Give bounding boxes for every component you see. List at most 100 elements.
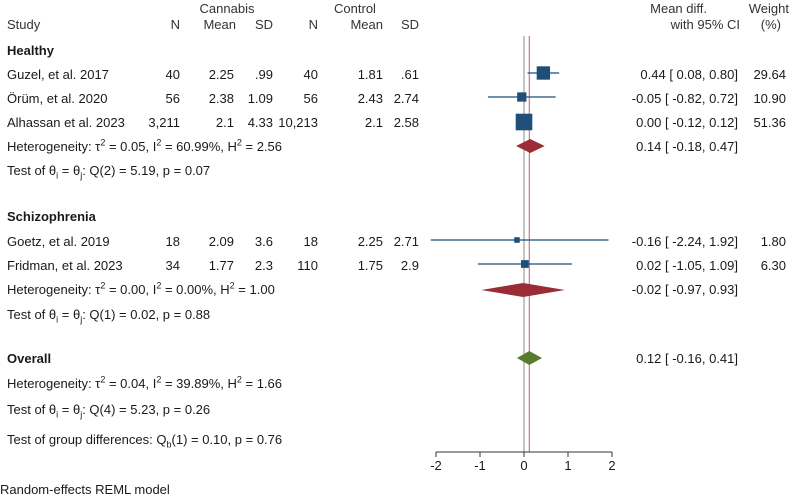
effect-ci: 0.44 [ 0.08, 0.80]	[640, 67, 738, 82]
control-n: 18	[303, 234, 318, 249]
tau2-value: 0.04	[120, 376, 146, 391]
test-p: 0.88	[184, 307, 211, 322]
footer-note: Random-effects REML model	[0, 482, 170, 497]
test-df: 2	[103, 163, 112, 178]
test-q: 0.02	[130, 307, 156, 322]
h2-value: 2.56	[256, 139, 283, 154]
group-test: Test of θi = θj: Q(1) = 0.02, p = 0.88	[7, 307, 211, 325]
x-tick-label: 2	[608, 458, 615, 473]
test-q: 5.23	[130, 402, 156, 417]
header-sd1: SD	[254, 17, 273, 32]
study-marker	[520, 260, 529, 268]
cannabis-n: 56	[165, 91, 180, 106]
study-name: Fridman, et al. 2023	[7, 258, 123, 273]
study-marker	[517, 92, 527, 102]
subgroup-diamond-schizophrenia	[481, 283, 565, 297]
overall-heterogeneity: Heterogeneity: τ2 = 0.04, I2 = 39.89%, H…	[7, 374, 283, 391]
h2-value: 1.00	[249, 282, 275, 297]
group-difference-test: Test of group differences: Qb(1) = 0.10,…	[7, 432, 283, 450]
cannabis-sd: .99	[254, 67, 273, 82]
i2-value: 60.99%	[176, 139, 221, 154]
header-study: Study	[7, 17, 41, 32]
group-test: Test of θi = θj: Q(2) = 5.19, p = 0.07	[7, 163, 211, 181]
cannabis-sd: 3.6	[254, 234, 273, 249]
control-n: 110	[297, 258, 318, 273]
overall-test: Test of θi = θj: Q(4) = 5.23, p = 0.26	[7, 402, 211, 420]
overall-label: Overall	[7, 351, 52, 366]
control-sd: 2.74	[393, 91, 419, 106]
overall-diamond	[516, 351, 543, 365]
study-marker	[514, 237, 520, 243]
header-control: Control	[334, 1, 376, 16]
tau2-value: 0.05	[120, 139, 146, 154]
group-summary-ci: -0.02 [ -0.97, 0.93]	[631, 282, 738, 297]
study-name: Goetz, et al. 2019	[7, 234, 110, 249]
header-effect-2: with 95% CI	[670, 17, 740, 32]
x-tick-label: -2	[430, 458, 442, 473]
subgroup-diamond-healthy	[516, 139, 545, 153]
gd-p: 0.76	[256, 432, 283, 447]
gd-df: 1	[175, 432, 184, 447]
test-df: 4	[103, 402, 112, 417]
weight-value: 1.80	[760, 234, 786, 249]
weight-value: 6.30	[760, 258, 786, 273]
x-tick-label: 0	[520, 458, 527, 473]
cannabis-n: 34	[165, 258, 180, 273]
cannabis-n: 40	[165, 67, 180, 82]
control-mean: 2.1	[364, 115, 383, 130]
control-sd: 2.71	[393, 234, 419, 249]
control-sd: 2.9	[400, 258, 419, 273]
cannabis-mean: 1.77	[208, 258, 234, 273]
i2-value: 0.00%	[176, 282, 214, 297]
cannabis-sd: 4.33	[247, 115, 273, 130]
tau2-value: 0.00	[120, 282, 146, 297]
group-summary-ci: 0.14 [ -0.18, 0.47]	[636, 139, 738, 154]
control-n: 40	[303, 67, 318, 82]
group-label-healthy: Healthy	[7, 43, 54, 58]
control-sd: .61	[400, 67, 419, 82]
overall-summary-ci: 0.12 [ -0.16, 0.41]	[636, 351, 738, 366]
h2-value: 1.66	[256, 376, 283, 391]
group-heterogeneity: Heterogeneity: τ2 = 0.00, I2 = 0.00%, H2…	[7, 280, 275, 297]
control-sd: 2.58	[393, 115, 419, 130]
control-mean: 1.81	[357, 67, 383, 82]
study-marker	[536, 66, 551, 80]
group-label-schizophrenia: Schizophrenia	[7, 209, 96, 224]
header-sd2: SD	[400, 17, 419, 32]
effect-ci: 0.02 [ -1.05, 1.09]	[636, 258, 738, 273]
x-tick-label: -1	[474, 458, 486, 473]
test-p: 0.26	[184, 402, 211, 417]
group-heterogeneity: Heterogeneity: τ2 = 0.05, I2 = 60.99%, H…	[7, 137, 283, 154]
test-df: 1	[103, 307, 112, 322]
weight-value: 10.90	[753, 91, 786, 106]
study-marker	[515, 113, 533, 131]
header-n2: N	[308, 17, 318, 32]
control-mean: 2.43	[357, 91, 383, 106]
effect-ci: 0.00 [ -0.12, 0.12]	[636, 115, 738, 130]
gd-q: 0.10	[202, 432, 228, 447]
x-tick-label: 1	[564, 458, 571, 473]
effect-ci: -0.16 [ -2.24, 1.92]	[631, 234, 738, 249]
header-weight-1: Weight	[748, 1, 789, 16]
control-n: 56	[303, 91, 318, 106]
cannabis-sd: 2.3	[254, 258, 273, 273]
effect-ci: -0.05 [ -0.82, 0.72]	[631, 91, 738, 106]
cannabis-mean: 2.09	[208, 234, 234, 249]
study-name: Örüm, et al. 2020	[7, 91, 108, 106]
cannabis-mean: 2.25	[208, 67, 234, 82]
control-n: 10,213	[278, 115, 318, 130]
header-cannabis: Cannabis	[199, 1, 255, 16]
control-mean: 1.75	[357, 258, 383, 273]
header-n1: N	[170, 17, 180, 32]
cannabis-mean: 2.1	[215, 115, 234, 130]
test-p: 0.07	[184, 163, 211, 178]
header-mean2: Mean	[350, 17, 383, 32]
cannabis-mean: 2.38	[208, 91, 234, 106]
study-name: Alhassan et al. 2023	[7, 115, 125, 130]
cannabis-n: 3,211	[148, 115, 180, 130]
cannabis-n: 18	[165, 234, 180, 249]
weight-value: 29.64	[753, 67, 786, 82]
control-mean: 2.25	[357, 234, 383, 249]
header-mean1: Mean	[203, 17, 236, 32]
